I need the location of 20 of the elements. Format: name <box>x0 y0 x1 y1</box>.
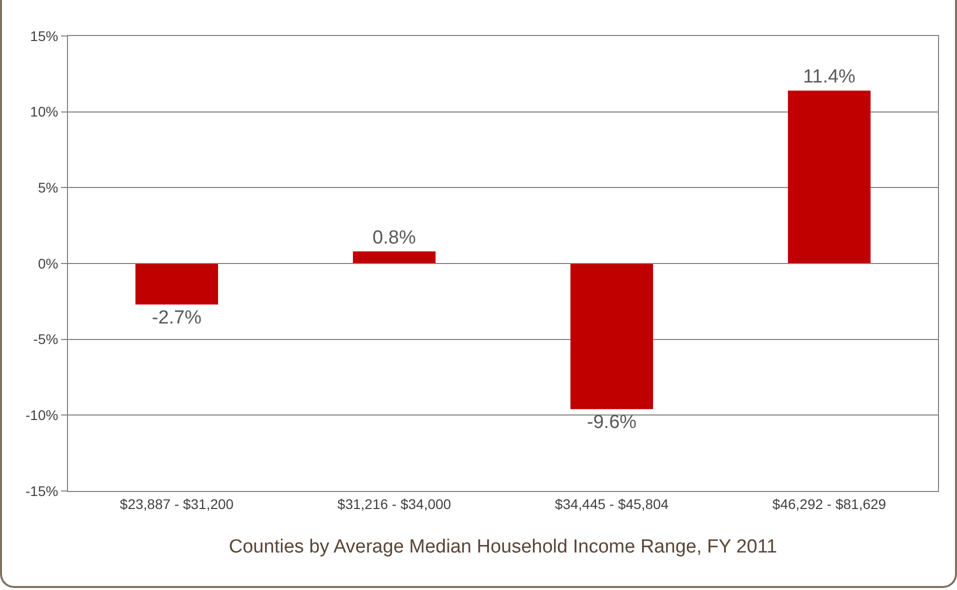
bar <box>570 264 654 410</box>
data-label: 11.4% <box>802 66 856 88</box>
y-tick-label: -10% <box>26 407 58 424</box>
data-label: -2.7% <box>152 307 202 328</box>
x-axis-title: Counties by Average Median Household Income Range, FY 2011 <box>228 536 778 558</box>
y-tick-label: -15% <box>26 482 58 499</box>
y-tick-label: -5% <box>33 331 58 348</box>
data-label: -9.6% <box>586 412 637 434</box>
x-tick-label: $34,445 - $45,804 <box>554 496 669 512</box>
bar <box>352 251 436 264</box>
y-tick-label: 10% <box>30 104 58 120</box>
y-tick-label: 15% <box>30 28 58 44</box>
bar <box>135 264 218 304</box>
data-label: 0.8% <box>372 227 416 248</box>
y-tick-label: 0% <box>38 255 58 272</box>
x-tick-label: $46,292 - $81,629 <box>772 496 886 512</box>
bar <box>788 90 871 264</box>
x-tick-label: $31,216 - $34,000 <box>337 496 452 512</box>
y-tick-label: 5% <box>38 180 58 196</box>
x-tick-label: $23,887 - $31,200 <box>120 496 234 512</box>
